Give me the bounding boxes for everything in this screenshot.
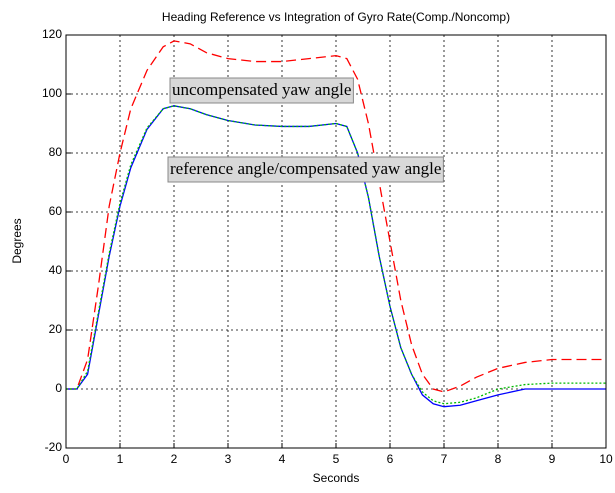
y-tick-label: 100 bbox=[42, 86, 62, 100]
line-series bbox=[66, 105, 606, 405]
y-tick-label: 0 bbox=[55, 381, 62, 395]
x-tick-label: 8 bbox=[495, 452, 502, 466]
x-axis-label: Seconds bbox=[313, 471, 360, 485]
y-tick-label: 80 bbox=[49, 145, 63, 159]
annotation-text: reference angle/compensated yaw angle bbox=[170, 159, 441, 178]
x-tick-label: 5 bbox=[333, 452, 340, 466]
x-tick-label: 1 bbox=[117, 452, 124, 466]
x-tick-label: 7 bbox=[441, 452, 448, 466]
annotation: reference angle/compensated yaw angle bbox=[167, 156, 444, 183]
x-tick-label: 4 bbox=[279, 452, 286, 466]
line-series bbox=[66, 40, 606, 393]
x-tick-label: 3 bbox=[225, 452, 232, 466]
annotation-text: uncompensated yaw angle bbox=[172, 80, 351, 99]
chart-title: Heading Reference vs Integration of Gyro… bbox=[162, 10, 510, 24]
annotation-box bbox=[169, 77, 354, 104]
y-tick-label: -20 bbox=[45, 440, 63, 454]
x-tick-label: 0 bbox=[63, 452, 70, 466]
y-tick-label: 40 bbox=[49, 263, 63, 277]
annotation-box bbox=[167, 156, 444, 183]
annotation: uncompensated yaw angle bbox=[169, 77, 354, 104]
y-tick-label: 20 bbox=[49, 322, 63, 336]
y-tick-label: 120 bbox=[42, 27, 62, 41]
y-axis-label: Degrees bbox=[10, 218, 24, 263]
x-tick-label: 2 bbox=[171, 452, 178, 466]
x-tick-label: 9 bbox=[549, 452, 556, 466]
y-tick-label: 60 bbox=[49, 204, 63, 218]
x-tick-label: 6 bbox=[387, 452, 394, 466]
x-tick-label: 10 bbox=[599, 452, 613, 466]
plot-frame bbox=[65, 34, 607, 449]
